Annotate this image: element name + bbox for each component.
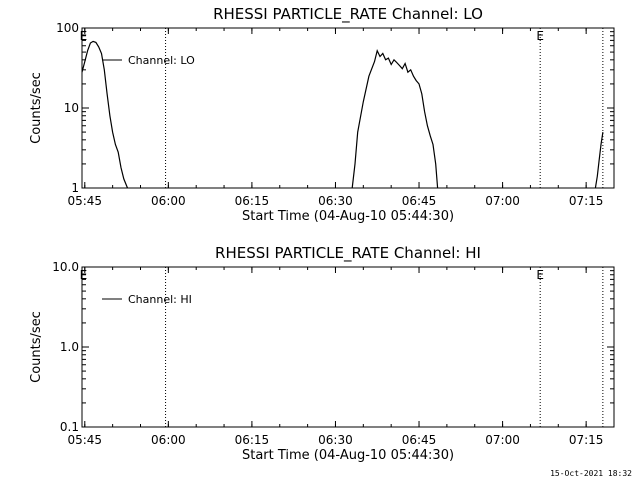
x-axis-label: Start Time (04-Aug-10 05:44:30) [242, 209, 454, 224]
footer-timestamp: 15-Oct-2021 18:32 [550, 469, 632, 478]
x-tick-label: 06:45 [402, 194, 437, 208]
x-tick-label: 06:30 [318, 433, 353, 447]
y-tick-label: 1 [71, 181, 79, 195]
plot-frame [81, 27, 615, 189]
plot-frame [81, 266, 615, 428]
event-marker-label: E [536, 268, 544, 282]
x-tick-label: 06:45 [402, 433, 437, 447]
x-tick-label: 06:00 [151, 194, 186, 208]
event-marker-label: E [536, 29, 544, 43]
chart-title: RHESSI PARTICLE_RATE Channel: HI [215, 244, 481, 263]
legend-label: Channel: LO [128, 54, 195, 67]
x-tick-label: 05:45 [67, 433, 102, 447]
x-tick-label: 06:15 [235, 194, 270, 208]
series-line [594, 132, 604, 189]
x-tick-label: 07:00 [485, 194, 520, 208]
y-tick-label: 1.0 [60, 340, 79, 354]
x-tick-label: 07:00 [485, 433, 520, 447]
x-tick-label: 05:45 [67, 194, 102, 208]
event-marker-label: E [80, 268, 88, 282]
series-line [351, 48, 439, 189]
x-tick-label: 06:00 [151, 433, 186, 447]
y-tick-label: 10 [64, 101, 79, 115]
y-axis-label: Counts/sec [29, 311, 44, 383]
series-line [81, 40, 129, 189]
x-tick-label: 06:15 [235, 433, 270, 447]
event-marker-label: E [80, 29, 88, 43]
chart-title: RHESSI PARTICLE_RATE Channel: LO [213, 5, 483, 24]
legend-label: Channel: HI [128, 293, 192, 306]
chart-panel-2: RHESSI PARTICLE_RATE Channel: HI 05:45 06:… [29, 244, 615, 463]
x-tick-label: 07:15 [569, 433, 604, 447]
x-axis-label: Start Time (04-Aug-10 05:44:30) [242, 448, 454, 463]
x-tick-label: 06:30 [318, 194, 353, 208]
x-tick-label: 07:15 [569, 194, 604, 208]
y-tick-label: 100 [56, 21, 79, 35]
y-tick-label: 10.0 [52, 260, 79, 274]
chart-panel-1: RHESSI PARTICLE_RATE Channel: LO 05:45 06:… [29, 5, 615, 224]
y-axis-label: Counts/sec [29, 72, 44, 144]
y-tick-label: 0.1 [60, 420, 79, 434]
